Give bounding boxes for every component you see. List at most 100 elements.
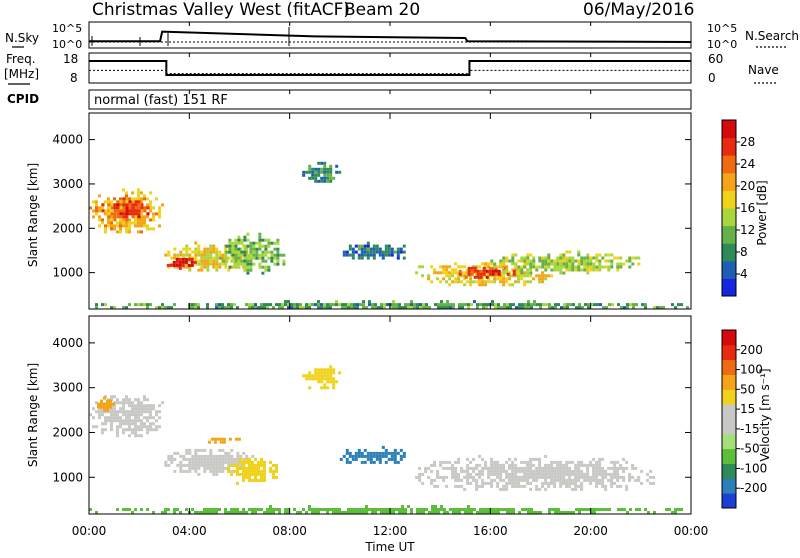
heatmap-cell [323,170,327,174]
heatmap-cell [185,262,189,266]
heatmap-cell [178,266,182,270]
heatmap-cell [490,466,494,470]
heatmap-cell [101,209,105,213]
heatmap-cell [221,303,224,307]
heatmap-cell [541,265,545,269]
heatmap-cell [580,259,584,263]
heatmap-cell [532,265,536,269]
heatmap-cell [371,306,374,310]
heatmap-cell [236,466,239,470]
heatmap-cell [113,413,116,417]
heatmap-cell [616,268,620,272]
heatmap-cell [107,206,110,210]
heatmap-cell [104,227,107,231]
heatmap-cell [437,508,440,511]
heatmap-cell [433,463,437,467]
heatmap-cell [258,262,262,266]
heatmap-cell [197,460,201,464]
heatmap-cell [616,460,620,464]
heatmap-cell [134,212,138,216]
heatmap-cell [251,469,254,473]
heatmap-cell [248,457,251,461]
heatmap-cell [237,250,241,254]
heatmap-cell [103,405,106,409]
heatmap-cell [565,460,569,464]
heatmap-cell [517,280,521,284]
heatmap-cell [128,416,131,420]
heatmap-cell [451,271,455,275]
heatmap-cell [440,300,443,304]
heatmap-cell [530,306,533,310]
heatmap-cell [122,212,126,216]
heatmap-cell [626,511,629,514]
heatmap-cell [442,460,446,464]
colorbar-tick-label: 28 [740,135,755,149]
heatmap-cell [523,283,527,287]
heatmap-cell [550,463,554,467]
heatmap-cell [380,303,383,307]
heatmap-cell [125,230,128,234]
heatmap-cell [348,253,352,257]
heatmap-cell [245,472,248,476]
heatmap-cell [644,306,647,310]
heatmap-cell [236,454,240,458]
heatmap-cell [137,206,141,210]
heatmap-cell [194,463,198,467]
heatmap-cell [622,478,626,482]
heatmap-cell [475,280,479,284]
power-ylabel: Slant Range [km] [26,163,40,267]
heatmap-cell [231,250,235,254]
heatmap-cell [263,472,266,476]
heatmap-cell [317,368,321,372]
heatmap-cell [264,247,268,251]
heatmap-cell [484,460,488,464]
heatmap-cell [95,511,98,514]
heatmap-cell [554,511,557,514]
heatmap-cell [392,303,395,307]
heatmap-cell [224,265,228,269]
heatmap-cell [107,215,111,219]
heatmap-cell [605,508,608,511]
heatmap-cell [332,303,335,307]
heatmap-cell [449,306,452,310]
heatmap-cell [284,511,287,514]
xtick-label: 20:00 [573,524,608,538]
heatmap-cell [206,454,210,458]
heatmap-cell [273,247,277,251]
heatmap-cell [632,306,635,310]
heatmap-cell [164,511,167,514]
heatmap-cell [323,164,327,168]
heatmap-cell [538,259,542,263]
ytick-label: 3000 [52,381,83,395]
heatmap-cell [436,484,440,488]
heatmap-cell [100,399,103,403]
heatmap-cell [98,215,101,219]
heatmap-cell [502,265,506,269]
heatmap-cell [194,448,198,452]
heatmap-cell [320,161,324,165]
heatmap-cell [497,511,500,514]
heatmap-cell [461,306,464,310]
heatmap-cell [523,460,527,464]
heatmap-cell [218,460,222,464]
heatmap-cell [592,463,596,467]
heatmap-cell [464,275,468,279]
heatmap-cell [266,303,269,307]
heatmap-cell [476,511,479,514]
heatmap-cell [239,463,243,467]
heatmap-cell [143,404,146,408]
heatmap-cell [125,221,128,225]
heatmap-cell [125,194,128,198]
heatmap-cell [607,268,611,272]
heatmap-cell [381,256,385,260]
heatmap-cell [589,478,593,482]
heatmap-cell [140,218,143,222]
heatmap-cell [143,224,146,228]
heatmap-cell [428,306,431,310]
heatmap-cell [476,272,480,276]
heatmap-cell [577,259,581,263]
heatmap-cell [538,277,542,281]
heatmap-cell [524,303,527,307]
heatmap-cell [137,230,140,234]
heatmap-cell [332,508,335,511]
